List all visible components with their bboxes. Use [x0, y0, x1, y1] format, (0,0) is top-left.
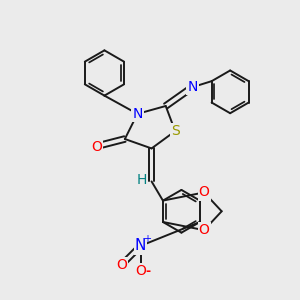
Text: N: N: [135, 238, 146, 253]
Text: N: N: [187, 80, 198, 94]
Text: O: O: [135, 264, 146, 278]
Text: H: H: [136, 173, 147, 187]
Text: O: O: [116, 258, 127, 272]
Text: O: O: [91, 140, 102, 154]
Text: N: N: [132, 107, 142, 121]
Text: O: O: [199, 223, 209, 237]
Text: +: +: [143, 234, 151, 244]
Text: -: -: [145, 265, 150, 278]
Text: S: S: [171, 124, 179, 138]
Text: O: O: [199, 185, 209, 200]
